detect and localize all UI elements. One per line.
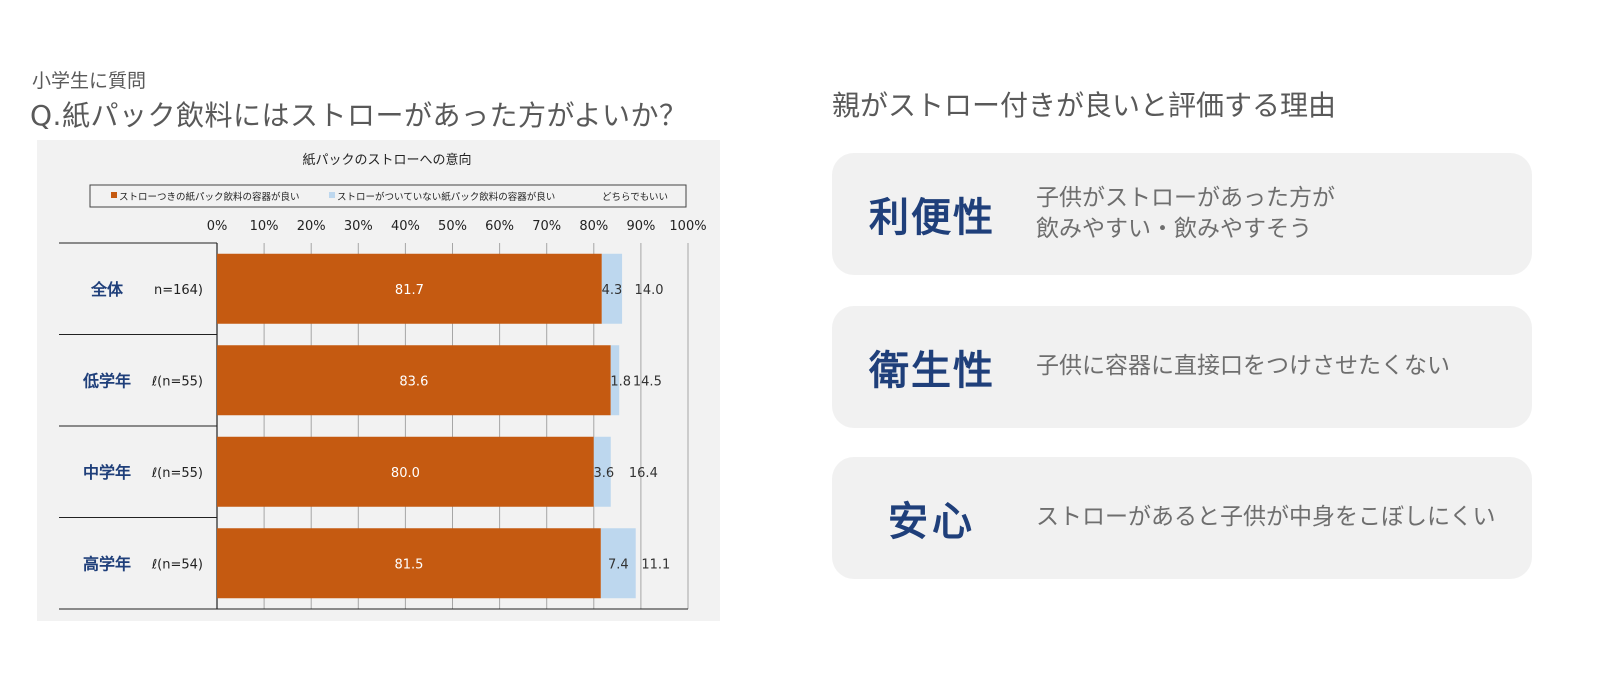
x-tick-label: 20%	[297, 219, 326, 234]
bar-segment	[593, 436, 611, 507]
x-tick-label: 80%	[579, 219, 608, 234]
data-label: 81.5	[394, 557, 423, 572]
reason-description: ストローがあると子供が中身をこぼしにくい	[1036, 457, 1512, 579]
x-tick-label: 50%	[438, 219, 467, 234]
x-tick-label: 40%	[391, 219, 420, 234]
reason-line: 子供に容器に直接口をつけさせたくない	[1036, 353, 1450, 380]
reason-keyword: 利便性	[869, 195, 995, 241]
x-tick-label: 30%	[344, 219, 373, 234]
category-label: 全体	[90, 280, 124, 299]
bar-segment	[601, 253, 623, 324]
data-label: 16.4	[629, 466, 658, 481]
bar-segment	[217, 436, 594, 507]
data-label: 80.0	[391, 466, 420, 481]
bar-segment	[600, 528, 636, 599]
legend-label: どちらでもいい	[602, 192, 668, 203]
sample-size-label: n=164)	[154, 283, 203, 298]
reason-card-safety: 安心 ストローがあると子供が中身をこぼしにくい	[832, 457, 1532, 579]
data-label: 81.7	[395, 283, 424, 298]
category-label: 高学年	[83, 554, 131, 573]
reason-line: 飲みやすい・飲みやすそう	[1036, 216, 1312, 242]
bar-segment	[217, 345, 611, 416]
data-label: 4.3	[602, 283, 623, 298]
data-label: 14.5	[633, 374, 662, 389]
survey-question: Q.紙パック飲料にはストローがあった方がよいか？	[30, 99, 688, 132]
data-label: 3.6	[593, 466, 614, 481]
data-label: 14.0	[635, 283, 664, 298]
reason-keyword: 衛生性	[869, 348, 995, 394]
bar-segment	[610, 345, 620, 416]
bar-segment	[217, 253, 602, 324]
reason-description: 子供がストローがあった方が 飲みやすい・飲みやすそう	[1036, 153, 1512, 275]
chart-panel: 紙パックのストローへの意向ストローつきの紙パック飲料の容器が良い ストローがついて…	[37, 140, 720, 621]
category-label: 中学年	[83, 463, 131, 482]
x-tick-label: 100%	[669, 219, 706, 234]
bar-segment	[217, 528, 601, 599]
reasons-title: 親がストロー付きが良いと評価する理由	[832, 89, 1337, 122]
x-tick-label: 70%	[532, 219, 561, 234]
reason-card-convenience: 利便性 子供がストローがあった方が 飲みやすい・飲みやすそう	[832, 153, 1532, 275]
legend-swatch	[111, 192, 117, 198]
legend-label: ストローつきの紙パック飲料の容器が良い	[119, 191, 300, 203]
sample-size-label: ℓ(n=54)	[151, 557, 203, 572]
reason-line: ストローがあると子供が中身をこぼしにくい	[1036, 504, 1496, 531]
data-label: 1.8	[610, 374, 631, 389]
data-label: 83.6	[399, 374, 428, 389]
reason-description: 子供に容器に直接口をつけさせたくない	[1036, 306, 1512, 428]
category-label: 低学年	[82, 371, 131, 390]
survey-subtitle: 小学生に質問	[32, 70, 147, 92]
data-label: 11.1	[641, 557, 670, 572]
legend-box	[89, 184, 687, 208]
data-label: 7.4	[608, 557, 629, 572]
sample-size-label: ℓ(n=55)	[151, 466, 203, 481]
reason-line: 子供がストローがあった方が	[1036, 184, 1335, 211]
legend-label: ストローがついていない紙パック飲料の容器が良い	[337, 191, 555, 203]
x-tick-label: 90%	[626, 219, 655, 234]
reason-card-hygiene: 衛生性 子供に容器に直接口をつけさせたくない	[832, 306, 1532, 428]
reason-keyword: 安心	[888, 499, 976, 545]
sample-size-label: ℓ(n=55)	[151, 374, 203, 389]
x-tick-label: 10%	[250, 219, 279, 234]
x-tick-label: 60%	[485, 219, 514, 234]
x-tick-label: 0%	[207, 219, 228, 234]
chart-title: 紙パックのストローへの意向	[302, 152, 471, 168]
legend-swatch	[329, 192, 335, 198]
